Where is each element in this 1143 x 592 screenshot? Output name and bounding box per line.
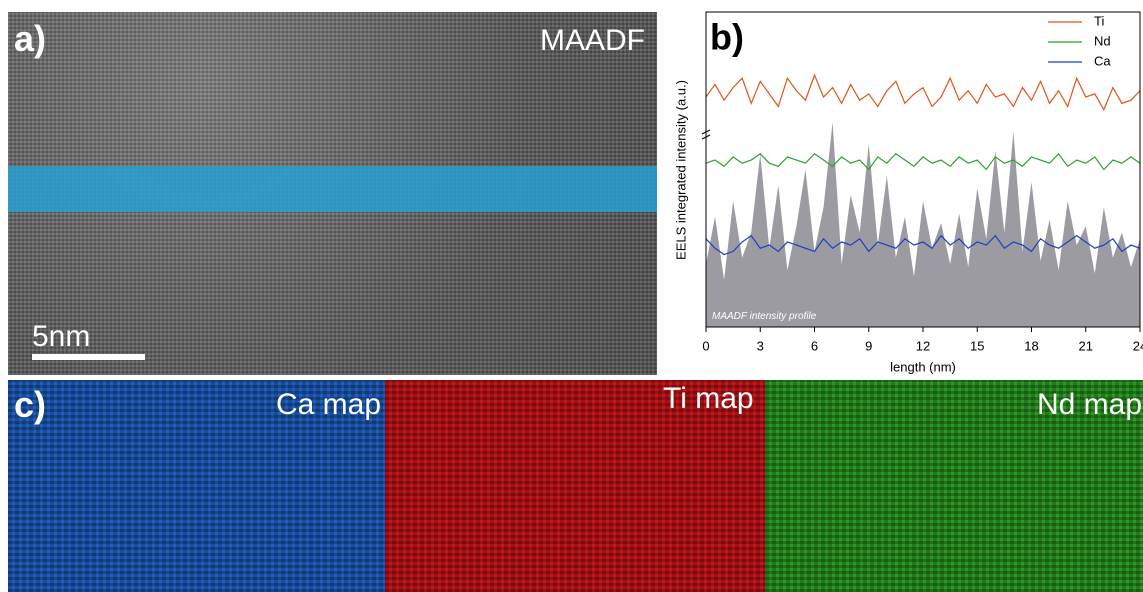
x-tick-label: 3	[757, 338, 764, 353]
x-tick-label: 24	[1133, 338, 1143, 353]
axis-break	[701, 129, 711, 140]
series-line	[705, 152, 1141, 171]
ti-map: Ti map	[385, 380, 765, 592]
intensity-profile	[706, 122, 1140, 327]
map-title: Ca map	[275, 388, 381, 421]
x-tick-label: 15	[970, 338, 984, 353]
legend-label: Ca	[1094, 53, 1111, 68]
image-title: MAADF	[540, 24, 645, 57]
map-title: Nd map	[1037, 388, 1143, 421]
series-line	[705, 73, 1141, 112]
x-axis-label: length (nm)	[890, 359, 956, 374]
x-tick-label: 18	[1024, 338, 1038, 353]
scale-bar	[32, 354, 145, 360]
scale-bar-label: 5nm	[32, 320, 91, 353]
chart: b) length (nm) EELS integrated intensity…	[673, 11, 1143, 374]
x-tick-label: 0	[702, 338, 709, 353]
y-axis-label: EELS integrated intensity (a.u.)	[673, 80, 688, 260]
series-line	[705, 234, 1141, 256]
x-tick-label: 12	[916, 338, 930, 353]
legend-label: Ti	[1094, 13, 1104, 28]
map-title: Ti map	[663, 382, 754, 415]
maadf-image: a) MAADF 5nm	[8, 12, 657, 375]
nd-map: Nd map	[765, 380, 1143, 592]
panel-label: a)	[14, 18, 47, 59]
profile-annotation: MAADF intensity profile	[712, 311, 817, 322]
panel-label: c)	[14, 384, 47, 425]
x-tick-label: 9	[865, 338, 872, 353]
x-tick-label: 21	[1079, 338, 1093, 353]
panel-label: b)	[710, 17, 744, 58]
legend-label: Nd	[1094, 33, 1111, 48]
x-tick-label: 6	[811, 338, 818, 353]
ca-map: c) Ca map	[8, 380, 385, 592]
profile-band	[8, 166, 657, 212]
